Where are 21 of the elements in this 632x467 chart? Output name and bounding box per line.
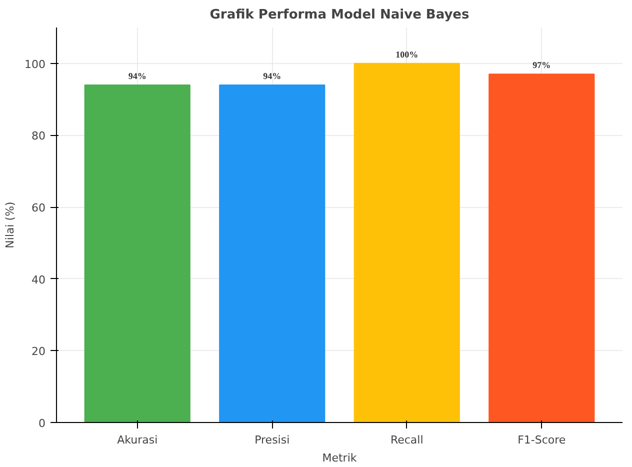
- bar: [84, 84, 190, 422]
- y-tick-label: 0: [38, 417, 46, 430]
- bar: [488, 74, 595, 422]
- y-tick-label: 20: [32, 345, 46, 358]
- data-label: 100%: [396, 49, 418, 60]
- bar: [354, 62, 460, 422]
- y-tick-label: 60: [32, 202, 46, 215]
- data-label: 94%: [128, 70, 146, 81]
- y-tick-label: 40: [32, 273, 46, 286]
- x-tick-label: F1-Score: [518, 434, 566, 446]
- y-tick-label: 100: [24, 58, 46, 71]
- x-tick-label: Presisi: [254, 434, 290, 446]
- y-axis-title: Nilai (%): [4, 202, 17, 248]
- data-label: 97%: [532, 60, 551, 70]
- x-tick-label: Recall: [390, 434, 424, 446]
- x-axis-title: Metrik: [322, 452, 358, 464]
- bar: [219, 84, 326, 422]
- y-tick-label: 80: [32, 130, 46, 143]
- data-label: 94%: [263, 70, 282, 81]
- chart-title: Grafik Performa Model Naive Bayes: [210, 8, 470, 22]
- x-tick-label: Akurasi: [117, 434, 158, 446]
